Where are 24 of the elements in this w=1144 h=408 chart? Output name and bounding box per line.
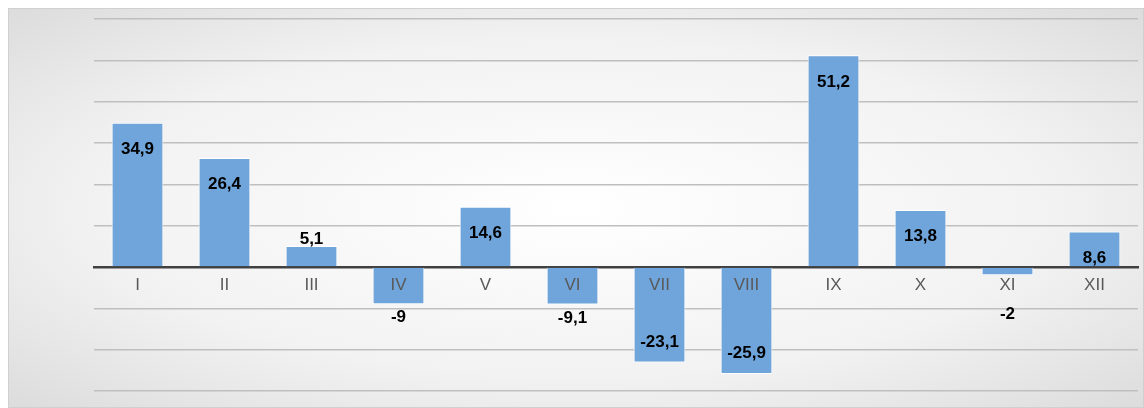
x-tick-label: II (219, 275, 230, 295)
data-label: 34,9 (120, 138, 155, 158)
x-tick-label: X (914, 275, 927, 295)
x-tick-label: XII (1084, 275, 1105, 295)
data-label: 51,2 (816, 71, 851, 91)
x-tick-label: VII (649, 275, 670, 295)
data-label: -25,9 (727, 343, 766, 363)
x-tick-label: VIII (733, 275, 760, 295)
data-label: -9 (390, 307, 407, 327)
x-tick-label: V (479, 275, 492, 295)
data-label: 8,6 (1082, 247, 1107, 267)
x-tick-label: I (135, 275, 140, 295)
x-tick-label: IX (825, 275, 842, 295)
data-label: 5,1 (299, 229, 324, 249)
data-label: -9,1 (557, 307, 588, 327)
data-label: 14,6 (468, 222, 503, 242)
data-label: -2 (999, 303, 1016, 323)
data-label: 13,8 (903, 226, 938, 246)
x-tick-label: III (304, 275, 319, 295)
x-tick-label: VI (564, 275, 581, 295)
x-tick-label: XI (999, 275, 1016, 295)
data-label: 26,4 (207, 174, 242, 194)
data-label: -23,1 (640, 331, 679, 351)
x-tick-label: IV (390, 275, 408, 295)
